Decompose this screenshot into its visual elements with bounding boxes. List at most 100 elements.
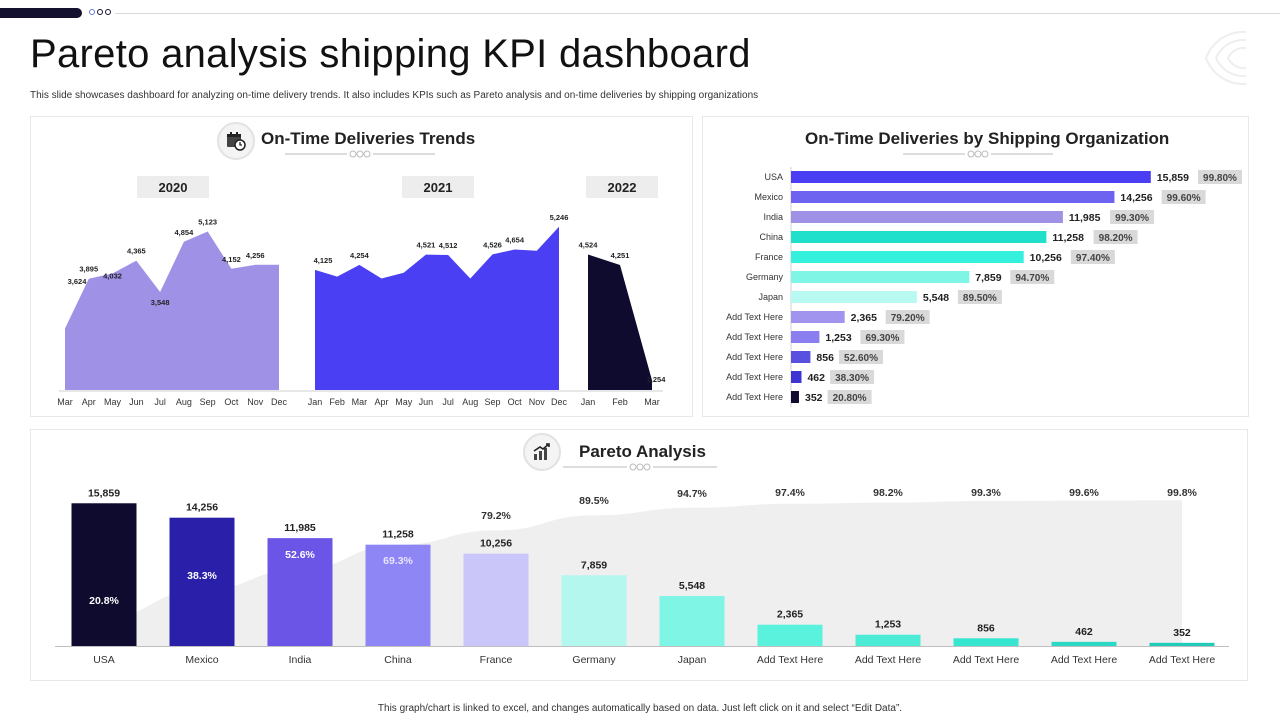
pareto-category-label: Add Text Here xyxy=(1051,654,1118,666)
pareto-category-label: Add Text Here xyxy=(757,654,824,666)
hbar-category-label: Add Text Here xyxy=(726,372,783,382)
hbar-value-label: 15,859 xyxy=(1157,172,1189,184)
hbar-percent-label: 98.20% xyxy=(1099,233,1133,244)
pareto-value-label: 1,253 xyxy=(875,619,901,631)
hbar-category-label: China xyxy=(759,232,783,242)
hbar-value-label: 5,548 xyxy=(923,292,949,304)
pareto-category-label: Add Text Here xyxy=(953,654,1020,666)
trends-tick-label: Aug xyxy=(462,397,478,407)
year-2020-label: 2020 xyxy=(137,176,209,198)
pareto-value-label: 5,548 xyxy=(679,580,705,592)
trends-area-chart[interactable]: Mar Apr May Jun Jul Aug Sep Oct Nov Dec 3,624 3,895… xyxy=(31,117,692,416)
trends-data-label: 4,521 xyxy=(417,241,436,250)
pareto-bar xyxy=(659,596,725,646)
shipping-org-bar-chart[interactable]: USA 15,859 99.80% Mexico 14,256 99.60% India 11… xyxy=(703,117,1248,416)
trends-data-label: 5,123 xyxy=(198,217,217,226)
pareto-bar xyxy=(953,638,1019,646)
title-ornament xyxy=(563,463,717,471)
hbar-category-label: Add Text Here xyxy=(726,352,783,362)
trends-tick-label: Oct xyxy=(508,397,523,407)
hbar-percent-label: 99.30% xyxy=(1115,213,1149,224)
trends-data-label: 4,654 xyxy=(505,236,525,245)
hbar-percent-bg xyxy=(1110,210,1155,224)
calendar-clock-icon xyxy=(217,122,255,160)
trends-tick-label: Mar xyxy=(57,397,73,407)
hbar-bar xyxy=(791,291,917,303)
pareto-chart[interactable]: 15,859 USA 20.8% 14,256 Mexico 38.3% 11,985 Ind… xyxy=(31,430,1247,680)
trends-tick-label: May xyxy=(104,397,122,407)
hbar-percent-bg xyxy=(839,350,884,364)
pareto-category-label: China xyxy=(384,654,412,666)
pareto-cumulative-label: 98.2% xyxy=(873,487,903,499)
trends-tick-label: Dec xyxy=(551,397,568,407)
top-divider xyxy=(115,13,1280,14)
trends-tick-label: Mar xyxy=(352,397,368,407)
trends-tick-label: Sep xyxy=(200,397,216,407)
trends-tick-label: Feb xyxy=(612,397,628,407)
trends-tick-label: Sep xyxy=(484,397,500,407)
trends-panel: On-Time Deliveries Trends 2020 2021 2022… xyxy=(30,116,693,417)
pareto-category-label: USA xyxy=(93,654,115,666)
area-series-2022 xyxy=(588,254,652,390)
year-2021-label: 2021 xyxy=(402,176,474,198)
page-title: Pareto analysis shipping KPI dashboard xyxy=(30,32,751,76)
trends-tick-label: Jul xyxy=(442,397,454,407)
hbar-bar xyxy=(791,191,1115,203)
area-series-2021 xyxy=(315,226,559,390)
top-dots-decoration xyxy=(89,9,111,15)
pareto-cumulative-label: 94.7% xyxy=(677,488,707,500)
trends-tick-label: Apr xyxy=(82,397,96,407)
hbar-percent-label: 79.20% xyxy=(891,313,925,324)
decorative-arcs-icon xyxy=(1204,30,1246,86)
hbar-percent-label: 20.80% xyxy=(833,393,867,404)
pareto-cumulative-label: 99.8% xyxy=(1167,487,1197,499)
hbar-category-label: USA xyxy=(764,172,783,182)
hbar-percent-bg xyxy=(1010,270,1055,284)
pareto-panel: Pareto Analysis 15,859 USA 20.8% 14,256 Mexi… xyxy=(30,429,1248,681)
trends-data-label: 5,246 xyxy=(550,213,569,222)
trends-tick-label: Feb xyxy=(329,397,345,407)
pareto-bar xyxy=(169,517,235,646)
trends-tick-label: Dec xyxy=(271,397,288,407)
shipping-org-title: On-Time Deliveries by Shipping Organizat… xyxy=(805,129,1170,148)
trends-tick-label: Jun xyxy=(129,397,144,407)
hbar-percent-bg xyxy=(827,390,872,404)
pareto-bar xyxy=(1051,641,1117,646)
trends-data-label: 1,254 xyxy=(647,375,667,384)
hbar-percent-label: 69.30% xyxy=(865,333,899,344)
hbar-category-label: India xyxy=(763,212,783,222)
year-2022-label: 2022 xyxy=(586,176,658,198)
pareto-title: Pareto Analysis xyxy=(579,442,706,461)
trends-tick-label: Nov xyxy=(247,397,264,407)
hbar-category-label: France xyxy=(755,252,783,262)
trends-data-label: 4,365 xyxy=(127,247,146,256)
pareto-bar xyxy=(463,553,529,646)
hbar-percent-bg xyxy=(957,290,1002,304)
pareto-category-label: France xyxy=(480,654,513,666)
pareto-cumulative-label: 97.4% xyxy=(775,487,805,499)
hbar-value-label: 11,258 xyxy=(1052,232,1084,244)
hbar-percent-bg xyxy=(1093,230,1138,244)
hbar-value-label: 10,256 xyxy=(1030,252,1062,264)
hbar-category-label: Add Text Here xyxy=(726,332,783,342)
pareto-value-label: 15,859 xyxy=(88,487,120,499)
trends-data-label: 4,254 xyxy=(350,251,370,260)
hbar-percent-label: 97.40% xyxy=(1076,253,1110,264)
pareto-cumulative-label: 69.3% xyxy=(383,555,413,567)
trends-tick-label: Apr xyxy=(375,397,389,407)
hbar-category-label: Mexico xyxy=(754,192,783,202)
hbar-percent-bg xyxy=(860,330,905,344)
pareto-value-label: 462 xyxy=(1075,626,1093,638)
page-subtitle: This slide showcases dashboard for analy… xyxy=(30,90,759,101)
hbar-value-label: 2,365 xyxy=(851,312,877,324)
trends-data-label: 3,548 xyxy=(151,298,170,307)
hbar-bar xyxy=(791,211,1063,223)
pareto-bar xyxy=(1149,642,1215,646)
trends-tick-label: Oct xyxy=(224,397,239,407)
hbar-percent-bg xyxy=(885,310,930,324)
pareto-cumulative-label: 79.2% xyxy=(481,510,511,522)
pareto-bar xyxy=(855,634,921,646)
pareto-cumulative-label: 52.6% xyxy=(285,549,315,561)
pareto-cumulative-label: 20.8% xyxy=(89,595,119,607)
pareto-value-label: 856 xyxy=(977,622,995,634)
